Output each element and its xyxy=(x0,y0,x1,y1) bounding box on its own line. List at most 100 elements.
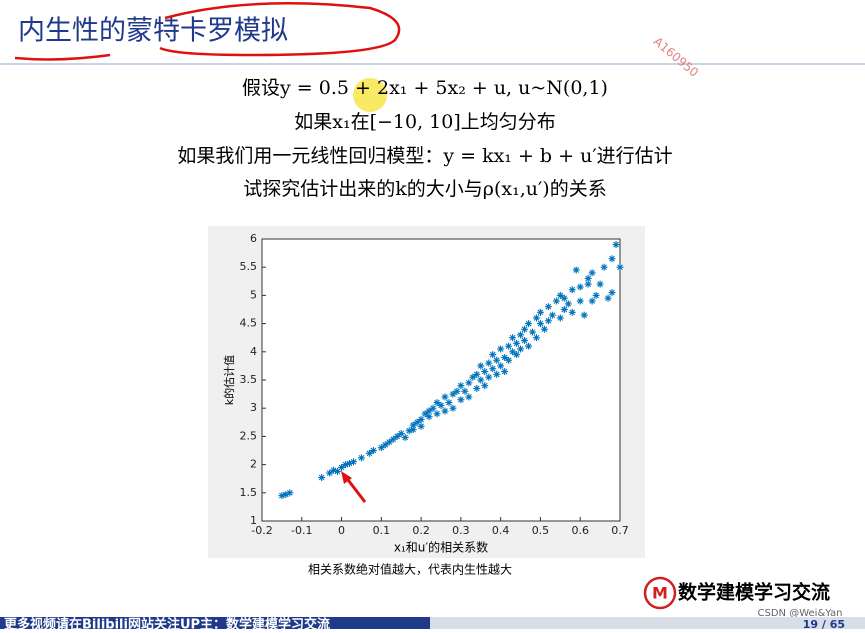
point xyxy=(449,404,457,412)
point-stroke xyxy=(561,306,568,313)
point-stroke xyxy=(517,346,524,352)
point xyxy=(409,426,417,434)
point-stroke xyxy=(366,450,373,457)
point-stroke xyxy=(533,315,540,321)
point xyxy=(564,300,572,308)
point-stroke xyxy=(493,371,500,378)
point xyxy=(318,474,326,482)
point xyxy=(532,314,540,322)
point-stroke xyxy=(438,402,444,409)
point xyxy=(493,356,501,364)
point xyxy=(365,449,373,457)
point-stroke xyxy=(521,326,528,333)
point xyxy=(429,404,437,412)
point xyxy=(453,387,461,395)
point-stroke xyxy=(513,351,520,358)
point-stroke xyxy=(577,298,584,304)
x-tick-label: 0.6 xyxy=(571,524,589,537)
point xyxy=(441,393,449,401)
point-stroke xyxy=(338,464,345,471)
point xyxy=(532,334,540,342)
point-stroke xyxy=(589,298,595,304)
plot-area xyxy=(261,238,621,522)
point xyxy=(465,379,473,387)
point xyxy=(528,328,536,336)
point-stroke xyxy=(477,363,484,369)
point-stroke xyxy=(481,382,488,389)
point-stroke xyxy=(398,430,405,437)
point-stroke xyxy=(505,343,512,349)
point xyxy=(485,359,493,367)
logo-text: 数学建模学习交流 xyxy=(678,581,830,604)
point xyxy=(401,434,409,442)
point-stroke xyxy=(434,411,440,417)
point-stroke xyxy=(458,382,464,389)
point xyxy=(505,356,513,364)
point-stroke xyxy=(569,309,576,316)
footer-bar xyxy=(430,617,865,629)
point xyxy=(421,410,429,418)
point xyxy=(449,390,457,398)
point-stroke xyxy=(605,295,611,302)
point-stroke xyxy=(581,312,588,318)
x-tick-label: -0.2 xyxy=(251,524,272,537)
point xyxy=(536,308,544,316)
point-stroke xyxy=(477,377,484,383)
point-stroke xyxy=(287,489,293,496)
x-tick-label: 0.3 xyxy=(452,524,470,537)
point xyxy=(568,286,576,294)
point-stroke xyxy=(386,439,393,445)
point-stroke xyxy=(434,399,440,406)
point xyxy=(473,384,481,392)
point-stroke xyxy=(537,309,544,316)
point xyxy=(433,399,441,407)
point xyxy=(425,407,433,415)
point-stroke xyxy=(473,371,480,378)
point-stroke xyxy=(517,332,524,338)
point xyxy=(584,280,592,288)
point xyxy=(536,320,544,328)
point-stroke xyxy=(454,388,460,395)
point xyxy=(457,396,465,404)
point xyxy=(417,415,425,423)
point-stroke xyxy=(497,363,504,369)
y-axis-label: k的估计值 xyxy=(222,355,236,405)
point xyxy=(393,432,401,440)
x-axis-label: x₁和u′的相关系数 xyxy=(394,540,488,555)
point xyxy=(377,444,385,452)
point-stroke xyxy=(565,301,572,307)
point-stroke xyxy=(485,360,492,366)
point xyxy=(445,399,453,407)
point xyxy=(457,382,465,390)
point-stroke xyxy=(418,423,424,430)
y-tick-label: 2.5 xyxy=(240,429,258,442)
point-stroke xyxy=(549,312,556,318)
point-stroke xyxy=(318,474,325,481)
caption: 相关系数绝对值越大，代表内生性越大 xyxy=(308,562,512,577)
point-stroke xyxy=(430,405,436,412)
point xyxy=(509,348,517,356)
footer-bar xyxy=(0,617,430,629)
point-stroke xyxy=(613,241,619,248)
point xyxy=(357,454,365,462)
point xyxy=(521,337,529,345)
point xyxy=(525,320,533,328)
body-line: 假设y = 0.5 + 2x₁ + 5x₂ + u, u~N(0,1) xyxy=(242,77,608,99)
point-stroke xyxy=(326,470,333,476)
point xyxy=(592,291,600,299)
point xyxy=(572,266,580,274)
point-stroke xyxy=(553,298,560,304)
point xyxy=(369,447,377,454)
point xyxy=(417,422,425,430)
body-line: 如果我们用一元线性回归模型：y = kx₁ + b + u′进行估计 xyxy=(177,145,672,167)
point xyxy=(556,314,564,322)
point-stroke xyxy=(426,413,432,420)
point xyxy=(465,393,473,401)
credit: CSDN @Wei&Yan xyxy=(758,608,843,619)
point-stroke xyxy=(489,351,496,358)
point-stroke xyxy=(589,270,595,276)
point xyxy=(389,435,397,443)
y-tick-label: 5 xyxy=(250,288,257,301)
